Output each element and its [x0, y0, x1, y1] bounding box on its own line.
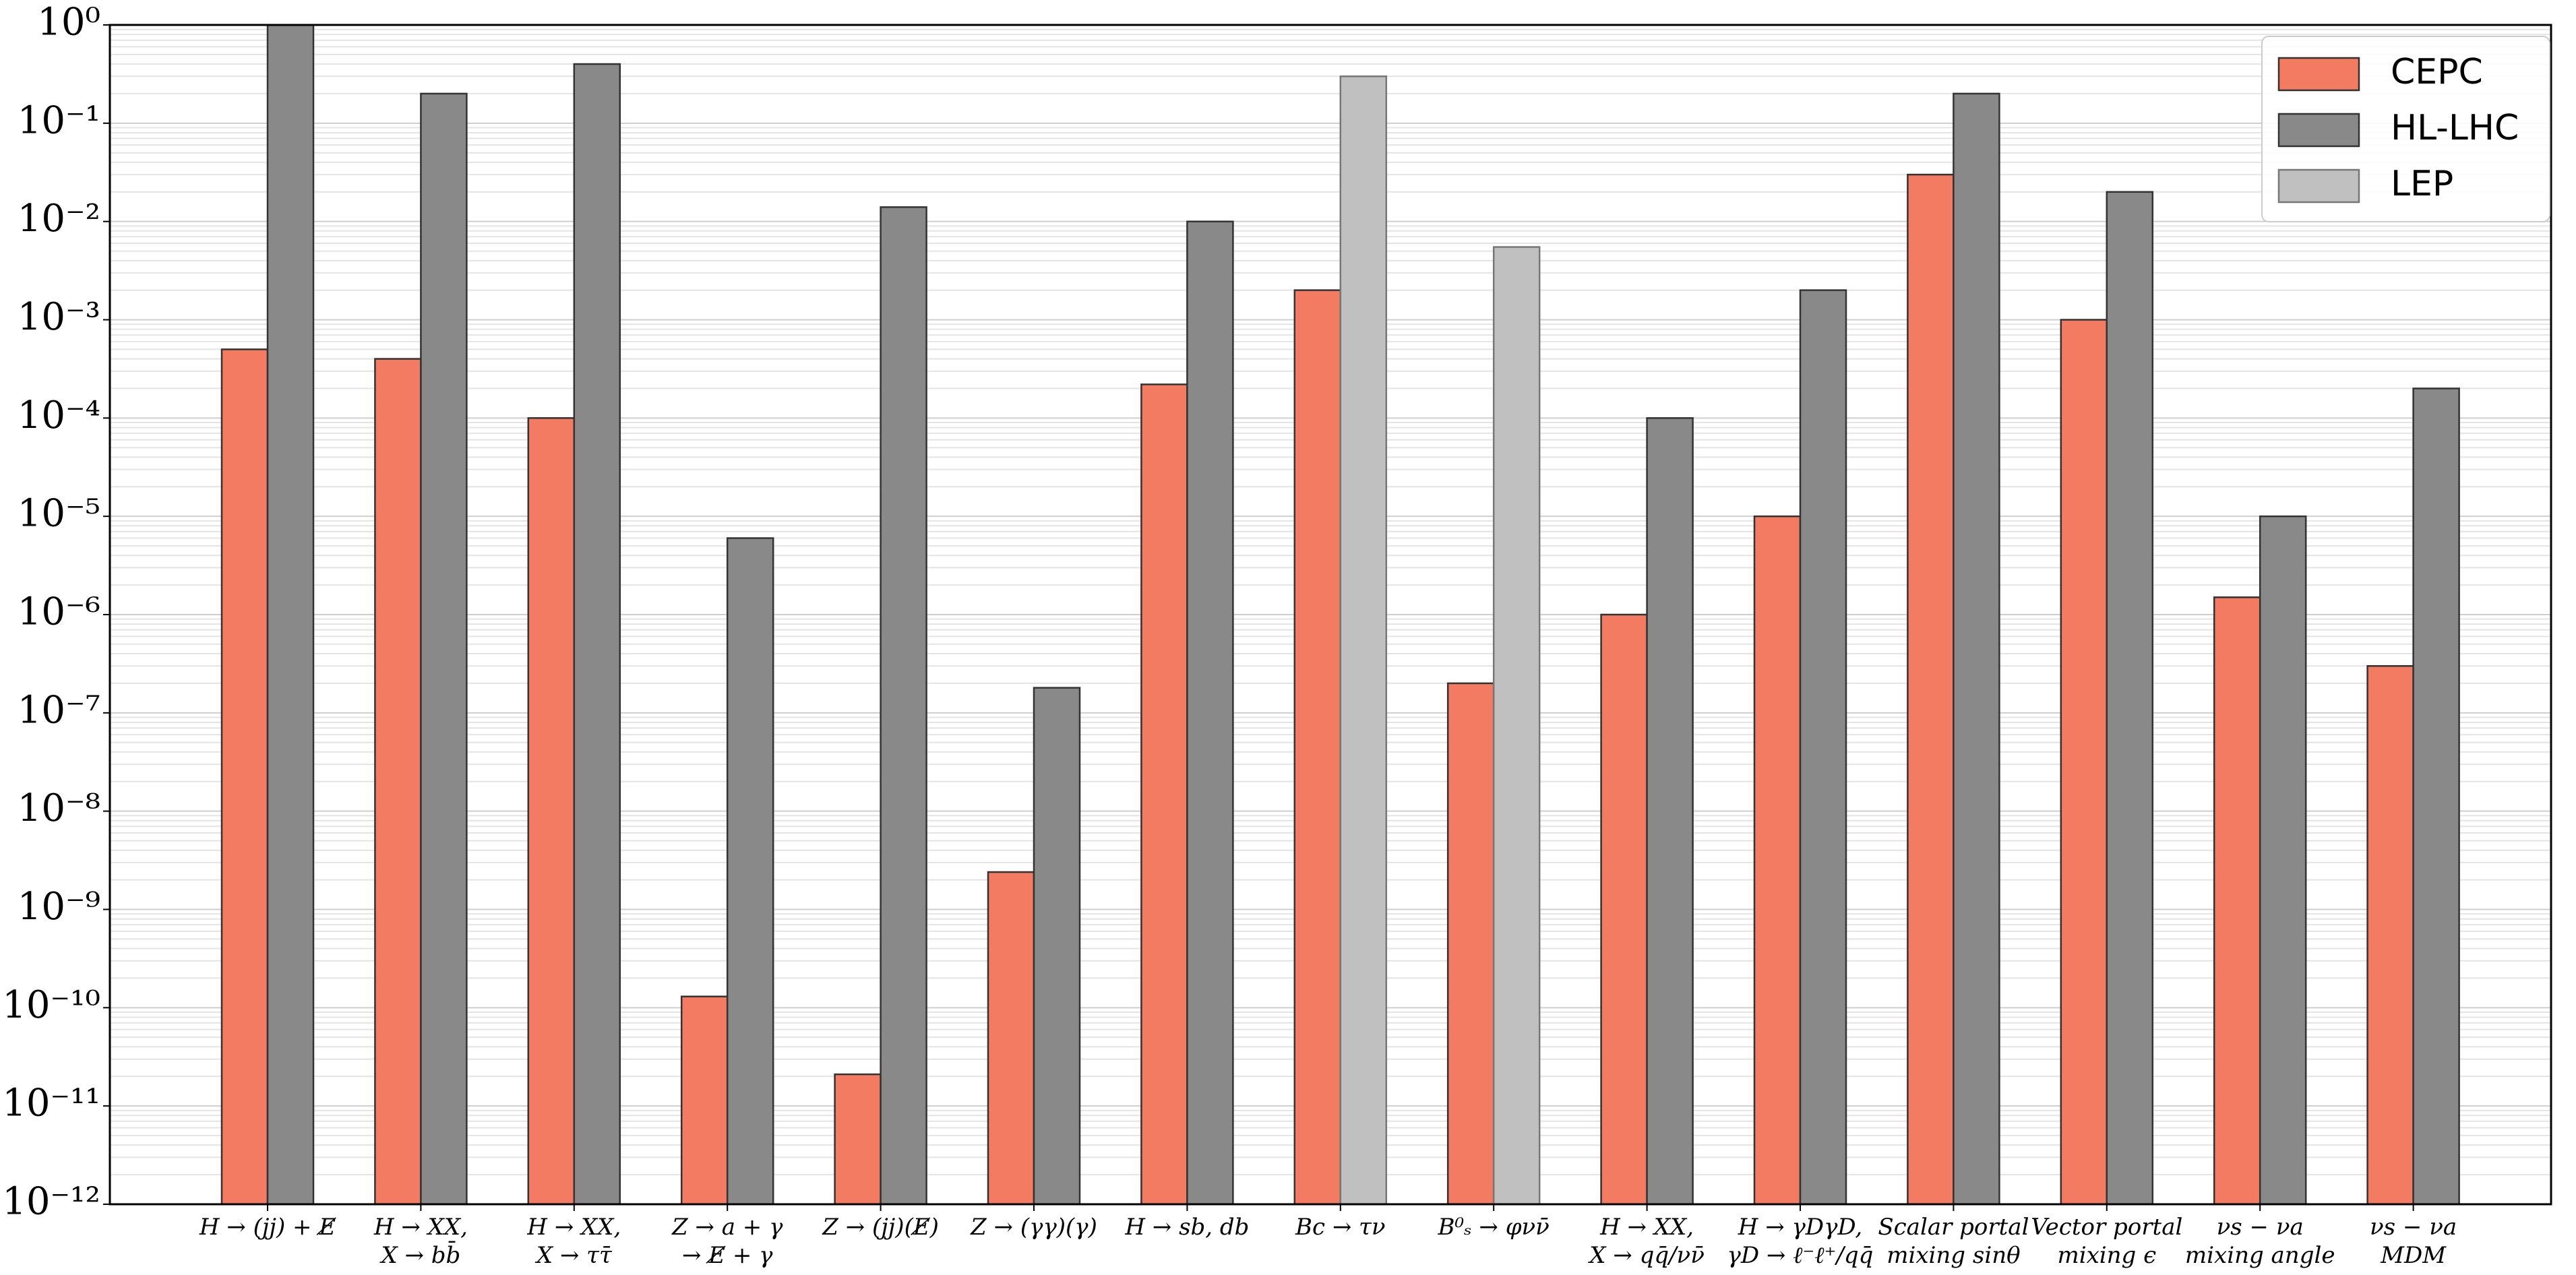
y-tick-label: 10⁻⁷	[18, 688, 100, 732]
legend-swatch	[2277, 113, 2360, 148]
bar	[220, 348, 269, 1206]
plot-frame	[109, 24, 2552, 1206]
bar	[2412, 387, 2460, 1206]
bar	[834, 1073, 882, 1206]
bar	[1600, 613, 1648, 1206]
x-tick-label: → E̸ + γ	[682, 1242, 773, 1269]
bar	[420, 92, 468, 1206]
bar	[1753, 515, 1802, 1206]
x-tick-label: X → bb̄	[379, 1241, 460, 1269]
bar	[573, 63, 621, 1206]
x-tick-label: H → (jj) + E̸	[199, 1214, 336, 1241]
x-tick-label: γD → ℓ⁻ℓ⁺/qq̄	[1727, 1242, 1874, 1269]
y-tick-label: 10⁻⁵	[18, 492, 100, 536]
x-tick-label: Z → (jj)(E̸)	[822, 1214, 939, 1241]
bar	[1140, 383, 1188, 1206]
bar	[1293, 289, 1342, 1206]
y-tick-label: 10⁻⁴	[18, 394, 100, 437]
legend-label: CEPC	[2391, 52, 2483, 92]
legend-swatch	[2277, 168, 2360, 204]
x-tick-label: H → XX,	[373, 1214, 468, 1241]
x-tick-label: Z → a + γ	[671, 1214, 783, 1241]
x-tick-label: H → γDγD,	[1738, 1214, 1863, 1241]
y-tick-label: 10⁻¹⁰	[2, 983, 100, 1027]
bar	[2213, 596, 2261, 1206]
x-tick-label: H → XX,	[526, 1214, 621, 1241]
x-tick-label: mixing ϵ	[2057, 1242, 2156, 1269]
x-tick-label: X → qq̄/νν̄	[1587, 1242, 1705, 1269]
bar	[2060, 319, 2108, 1206]
x-tick-label: Z → (γγ)(γ)	[970, 1214, 1097, 1241]
bar	[726, 537, 774, 1206]
y-tick-label: 10⁻⁸	[18, 786, 100, 830]
bar	[2366, 665, 2414, 1206]
bar	[880, 206, 927, 1206]
x-tick-label: mixing sinθ	[1887, 1242, 2020, 1269]
x-tick-label: X → ττ̄	[534, 1242, 613, 1269]
y-tick-label: 10⁻⁶	[18, 590, 100, 634]
y-tick-label: 10⁰	[37, 1, 100, 44]
bar	[1646, 417, 1694, 1206]
x-tick-label: Vector portal	[2031, 1214, 2182, 1241]
legend-label: LEP	[2391, 164, 2453, 204]
x-tick-label: Scalar portal	[1878, 1214, 2029, 1241]
bar	[1033, 687, 1081, 1206]
x-tick-label: νs − νa	[2370, 1214, 2457, 1241]
x-tick-label: B⁰ₛ → φνν̄	[1438, 1214, 1550, 1241]
bar	[1799, 289, 1847, 1206]
y-tick-label: 10⁻⁹	[18, 885, 100, 929]
bar	[1953, 92, 2000, 1206]
bar	[374, 358, 422, 1206]
y-tick-label: 10⁻¹²	[2, 1180, 100, 1224]
x-tick-label: MDM	[2380, 1242, 2447, 1269]
x-tick-label: H → sb, db	[1124, 1214, 1249, 1241]
y-tick-label: 10⁻¹¹	[2, 1082, 100, 1125]
bar	[680, 995, 729, 1206]
x-tick-label: mixing angle	[2185, 1242, 2335, 1269]
bar	[2259, 515, 2307, 1206]
bar	[1492, 246, 1541, 1206]
x-tick-label: Bc → τν	[1295, 1214, 1386, 1241]
y-tick-label: 10⁻³	[18, 295, 100, 339]
bar	[266, 24, 315, 1206]
x-tick-label: H → XX,	[1599, 1214, 1694, 1241]
y-tick-label: 10⁻¹	[18, 98, 100, 142]
bar	[987, 871, 1035, 1206]
bar	[1907, 173, 1955, 1206]
bar	[527, 417, 576, 1206]
y-tick-label: 10⁻²	[18, 197, 100, 241]
legend-swatch	[2277, 57, 2360, 92]
bar	[1446, 682, 1495, 1206]
bar	[1339, 75, 1388, 1206]
x-tick-label: νs − νa	[2217, 1214, 2304, 1241]
bar	[2106, 191, 2154, 1206]
legend-label: HL-LHC	[2391, 108, 2519, 148]
bar	[1186, 220, 1234, 1206]
